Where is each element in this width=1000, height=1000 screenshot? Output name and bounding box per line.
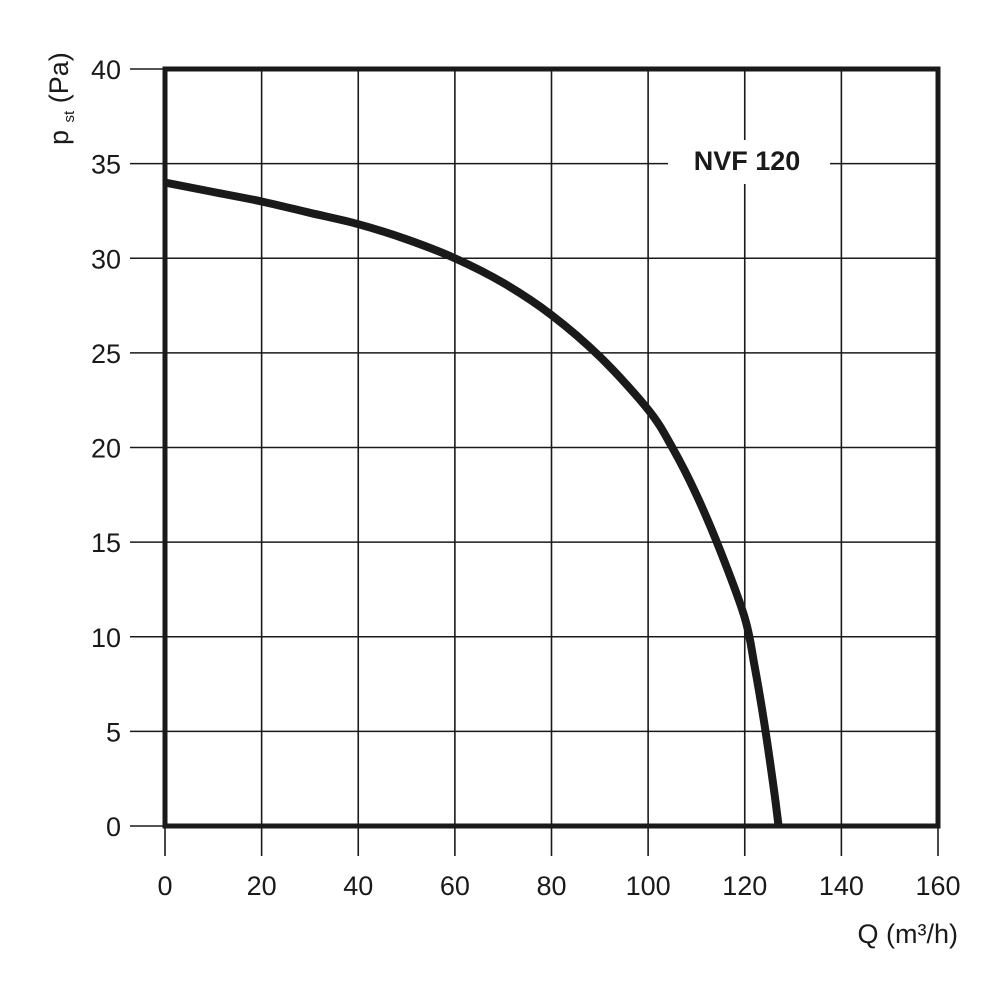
x-tick-labels: 0 20 40 60 80 100 120 140 160 [157, 871, 960, 901]
series-line [164, 178, 783, 827]
series-label: NVF 120 [694, 146, 801, 176]
tick-marks [130, 68, 939, 856]
y-tick-label: 5 [106, 717, 121, 747]
y-tick-label: 10 [91, 623, 121, 653]
y-tick-label: 30 [91, 244, 121, 274]
y-tick-label: 15 [91, 528, 121, 558]
y-axis-label: p st (Pa) [44, 52, 80, 145]
y-axis-label-main: p [44, 130, 74, 145]
legend: NVF 120 [668, 140, 830, 184]
legend-background [668, 140, 830, 184]
y-tick-label: 35 [91, 150, 121, 180]
x-tick-label: 80 [536, 871, 566, 901]
x-tick-label: 100 [626, 871, 671, 901]
x-tick-label: 140 [819, 871, 864, 901]
x-axis-label: Q (m³/h) [858, 919, 959, 949]
y-axis-label-unit: (Pa) [44, 52, 74, 103]
y-tick-label: 40 [91, 55, 121, 85]
y-axis-label-subscript: st [61, 110, 78, 123]
curve-group [164, 178, 783, 827]
x-tick-label: 60 [440, 871, 470, 901]
y-tick-label: 20 [91, 434, 121, 464]
x-tick-label: 120 [722, 871, 767, 901]
plot-frame [162, 66, 941, 829]
x-tick-label: 160 [915, 871, 960, 901]
y-tick-label: 25 [91, 339, 121, 369]
x-tick-label: 0 [157, 871, 172, 901]
y-tick-label: 0 [106, 812, 121, 842]
x-tick-label: 40 [343, 871, 373, 901]
y-tick-labels: 0 5 10 15 20 25 30 35 40 [91, 55, 121, 842]
x-tick-label: 20 [247, 871, 277, 901]
